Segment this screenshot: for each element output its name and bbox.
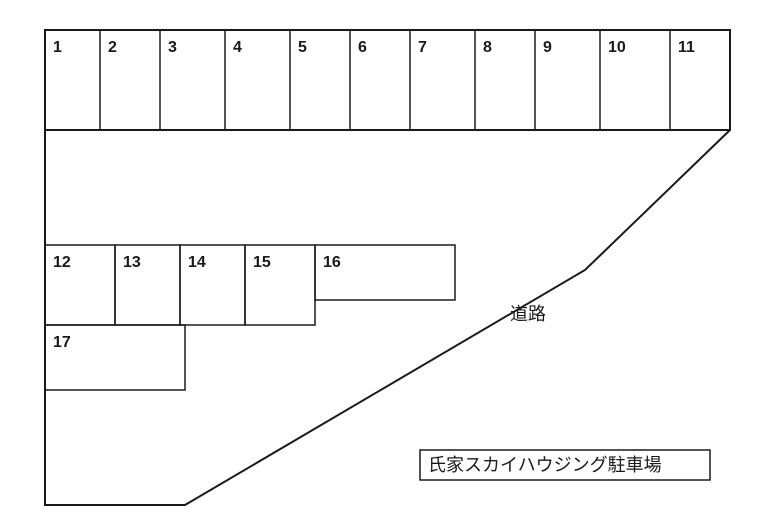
bottom-row: 17 — [45, 325, 185, 390]
spot-label-5: 5 — [298, 39, 307, 56]
top-row: 1 2 3 4 5 6 7 8 9 10 11 — [53, 30, 695, 130]
spot-label-9: 9 — [543, 39, 552, 56]
caption-text: 氏家スカイハウジング駐車場 — [428, 455, 662, 475]
lower-outline — [45, 130, 730, 505]
spot-label-12: 12 — [53, 254, 71, 271]
road-label: 道路 — [510, 304, 546, 324]
spot-label-14: 14 — [188, 254, 206, 271]
parking-lot-diagram: 1234567891011 1213141516 17 道路 氏家スカイハウジン… — [0, 0, 775, 522]
spot-label-2: 2 — [108, 39, 117, 56]
spot-label-13: 13 — [123, 254, 141, 271]
spot-label-8: 8 — [483, 39, 492, 56]
spot-label-1: 1 — [53, 39, 62, 56]
spot-label-10: 10 — [608, 39, 626, 56]
lot-outline — [45, 30, 730, 505]
spot-label-11: 11 — [678, 39, 695, 56]
caption-box: 氏家スカイハウジング駐車場 — [420, 450, 710, 480]
middle-row: 12 13 14 15 16 — [45, 245, 455, 325]
spot-label-4: 4 — [233, 39, 242, 56]
spot-label-17: 17 — [53, 334, 71, 351]
top-row-frame — [45, 30, 730, 130]
spot-label-15: 15 — [253, 254, 271, 271]
spot-label-7: 7 — [418, 39, 427, 56]
spot-label-3: 3 — [168, 39, 177, 56]
spot-label-16: 16 — [323, 254, 341, 271]
spot-label-6: 6 — [358, 39, 367, 56]
